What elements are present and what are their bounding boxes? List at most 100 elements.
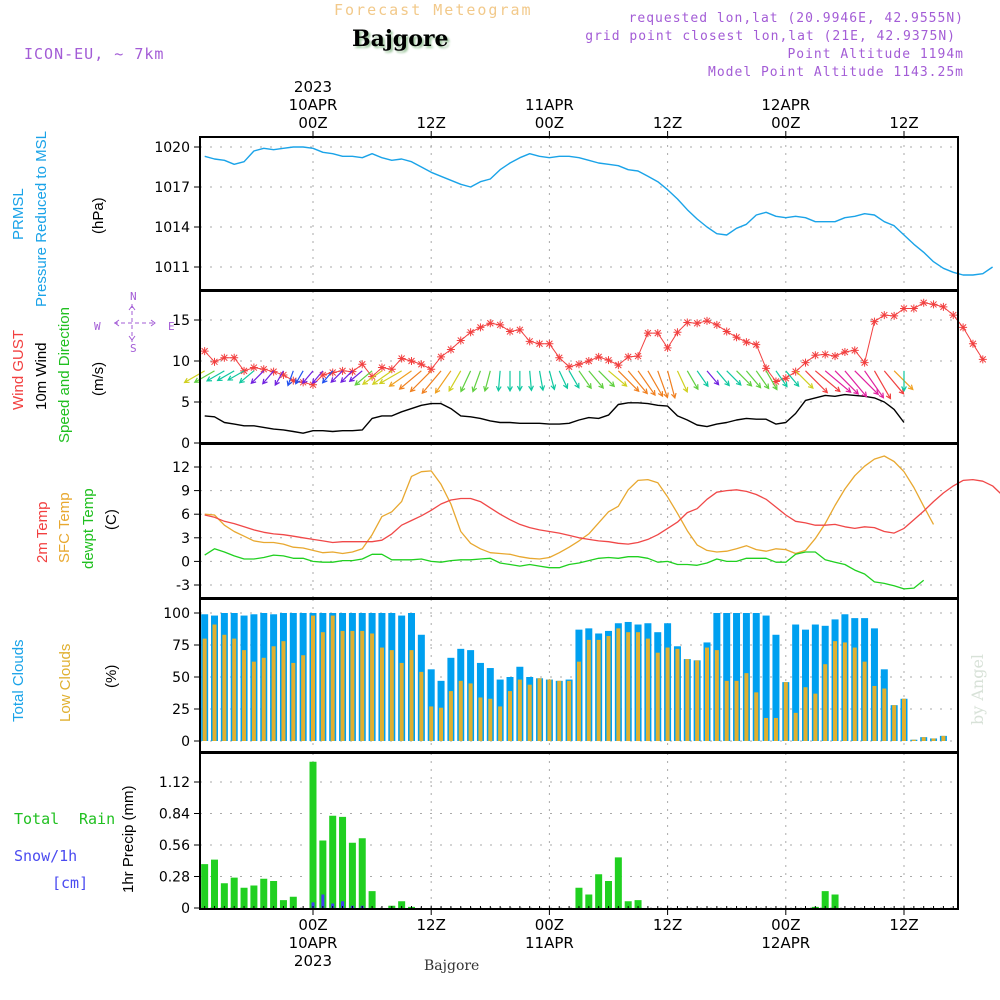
- rain-bar: [831, 894, 839, 908]
- wind-gust-marker: [968, 339, 977, 348]
- x-tick-label-bottom: 11APR: [525, 934, 574, 952]
- wind-gust-marker: [840, 347, 849, 356]
- wind-arrow: [854, 370, 880, 396]
- low-clouds-bar: [586, 639, 591, 741]
- wind-arrow: [548, 370, 557, 391]
- wind-gust-marker: [515, 325, 524, 334]
- rain-bar: [201, 864, 209, 908]
- low-clouds-bar: [862, 661, 867, 741]
- low-clouds-bar: [823, 664, 828, 741]
- x-tick-label-top: 12Z: [653, 114, 682, 132]
- wind-arrow: [578, 370, 592, 390]
- wind-arrow: [775, 370, 788, 388]
- low-clouds-bar: [705, 647, 709, 741]
- wind-arrow: [745, 370, 762, 389]
- x-tick-label-bottom: 00Z: [535, 916, 564, 934]
- wind-gust-marker: [525, 337, 534, 346]
- wind-arrow: [538, 370, 546, 392]
- wind-gust-marker: [673, 328, 682, 337]
- low-clouds-bar: [261, 657, 266, 741]
- compass-w: W: [94, 320, 101, 333]
- wind-arrow: [507, 370, 513, 393]
- low-clouds-bar: [360, 630, 365, 741]
- low-clouds-bar: [291, 662, 296, 741]
- low-clouds-bar: [665, 647, 670, 741]
- low-clouds-bar: [399, 662, 404, 741]
- total-clouds-bar: [772, 634, 780, 741]
- low-clouds-bar: [941, 735, 946, 741]
- precip-total-label: Total: [14, 810, 60, 828]
- wind-gust-marker: [230, 353, 239, 362]
- wind-arrow: [598, 370, 616, 388]
- y-tick-label: 0: [181, 734, 190, 750]
- compass-icon: N S W E: [92, 290, 175, 360]
- low-clouds-bar: [724, 680, 729, 741]
- wind-arrow: [193, 370, 215, 383]
- wind-gust-marker: [978, 355, 987, 364]
- wind-gust-marker: [555, 353, 564, 362]
- wind-gust-marker: [831, 352, 840, 361]
- wind-arrow: [330, 370, 343, 384]
- wind-arrow: [354, 370, 373, 386]
- low-clouds-bar: [311, 615, 315, 741]
- rain-bar: [220, 883, 228, 908]
- low-clouds-bar: [675, 648, 680, 741]
- wind-arrow: [483, 370, 491, 393]
- low-clouds-bar: [468, 683, 473, 741]
- wind-gust-marker: [309, 380, 317, 389]
- wind-gust-marker: [870, 317, 879, 326]
- wind-gust-marker: [890, 311, 899, 320]
- wind-arrow: [448, 370, 462, 393]
- low-clouds-bar: [813, 693, 818, 741]
- wind-arrow: [873, 370, 892, 400]
- wind-gust-marker: [377, 363, 386, 372]
- low-clouds-bar: [508, 691, 512, 741]
- compass-n: N: [130, 290, 137, 303]
- rain-bar: [595, 874, 603, 908]
- low-clouds-bar: [340, 630, 345, 741]
- low-clouds-bar: [645, 638, 650, 741]
- x-tick-label-top: 12Z: [889, 114, 918, 132]
- wind-arrow: [676, 370, 689, 394]
- wind-arrow: [301, 370, 314, 385]
- x-tick-label-bottom: 12Z: [417, 916, 446, 934]
- y-tick-label: 0: [181, 436, 190, 452]
- wind-arrow: [805, 370, 829, 394]
- low-clouds-bar: [350, 630, 355, 741]
- total-clouds-bar: [792, 624, 800, 741]
- precip-rain-label: Rain: [79, 810, 116, 828]
- requested-coords: requested lon,lat (20.9946E, 42.9555N): [628, 11, 964, 26]
- wind-gust-marker: [821, 350, 830, 359]
- total-clouds-bar: [427, 669, 435, 741]
- wind-gust-marker: [358, 360, 367, 369]
- grid-point-coords: grid point closest lon,lat (21E, 42.9375…: [585, 29, 956, 44]
- y-tick-label: -3: [176, 578, 190, 594]
- model-label: ICON-EU, ~ 7km: [24, 45, 165, 63]
- low-clouds-bar: [714, 650, 719, 741]
- rain-bar: [634, 900, 642, 908]
- wind-gust-marker: [506, 327, 514, 336]
- y-tick-label: 3: [181, 531, 190, 547]
- rain-bar: [211, 859, 218, 908]
- total-clouds-bar: [870, 628, 878, 741]
- y-tick-label: 6: [181, 507, 190, 523]
- low-clouds-bar: [458, 680, 463, 741]
- compass-e: E: [168, 320, 175, 333]
- y-tick-label: 25: [172, 702, 190, 718]
- wind-gust-marker: [368, 372, 377, 381]
- x-tick-label-top: 00Z: [535, 114, 564, 132]
- wind-arrow: [558, 370, 569, 390]
- wind-arrow: [321, 370, 334, 384]
- low-clouds-bar: [754, 692, 759, 741]
- wind-gust-marker: [565, 362, 574, 371]
- wind-arrow: [398, 370, 422, 390]
- wind-arrow: [726, 370, 742, 386]
- x-tick-label-bottom: 12Z: [889, 916, 918, 934]
- wind-gust-marker: [496, 320, 505, 329]
- rain-bar: [821, 891, 829, 908]
- rain-bar: [260, 878, 268, 908]
- y-tick-label: 1020: [154, 140, 190, 156]
- snow-bar: [341, 901, 345, 908]
- low-clouds-bar: [222, 634, 227, 741]
- low-clouds-bar: [419, 671, 424, 741]
